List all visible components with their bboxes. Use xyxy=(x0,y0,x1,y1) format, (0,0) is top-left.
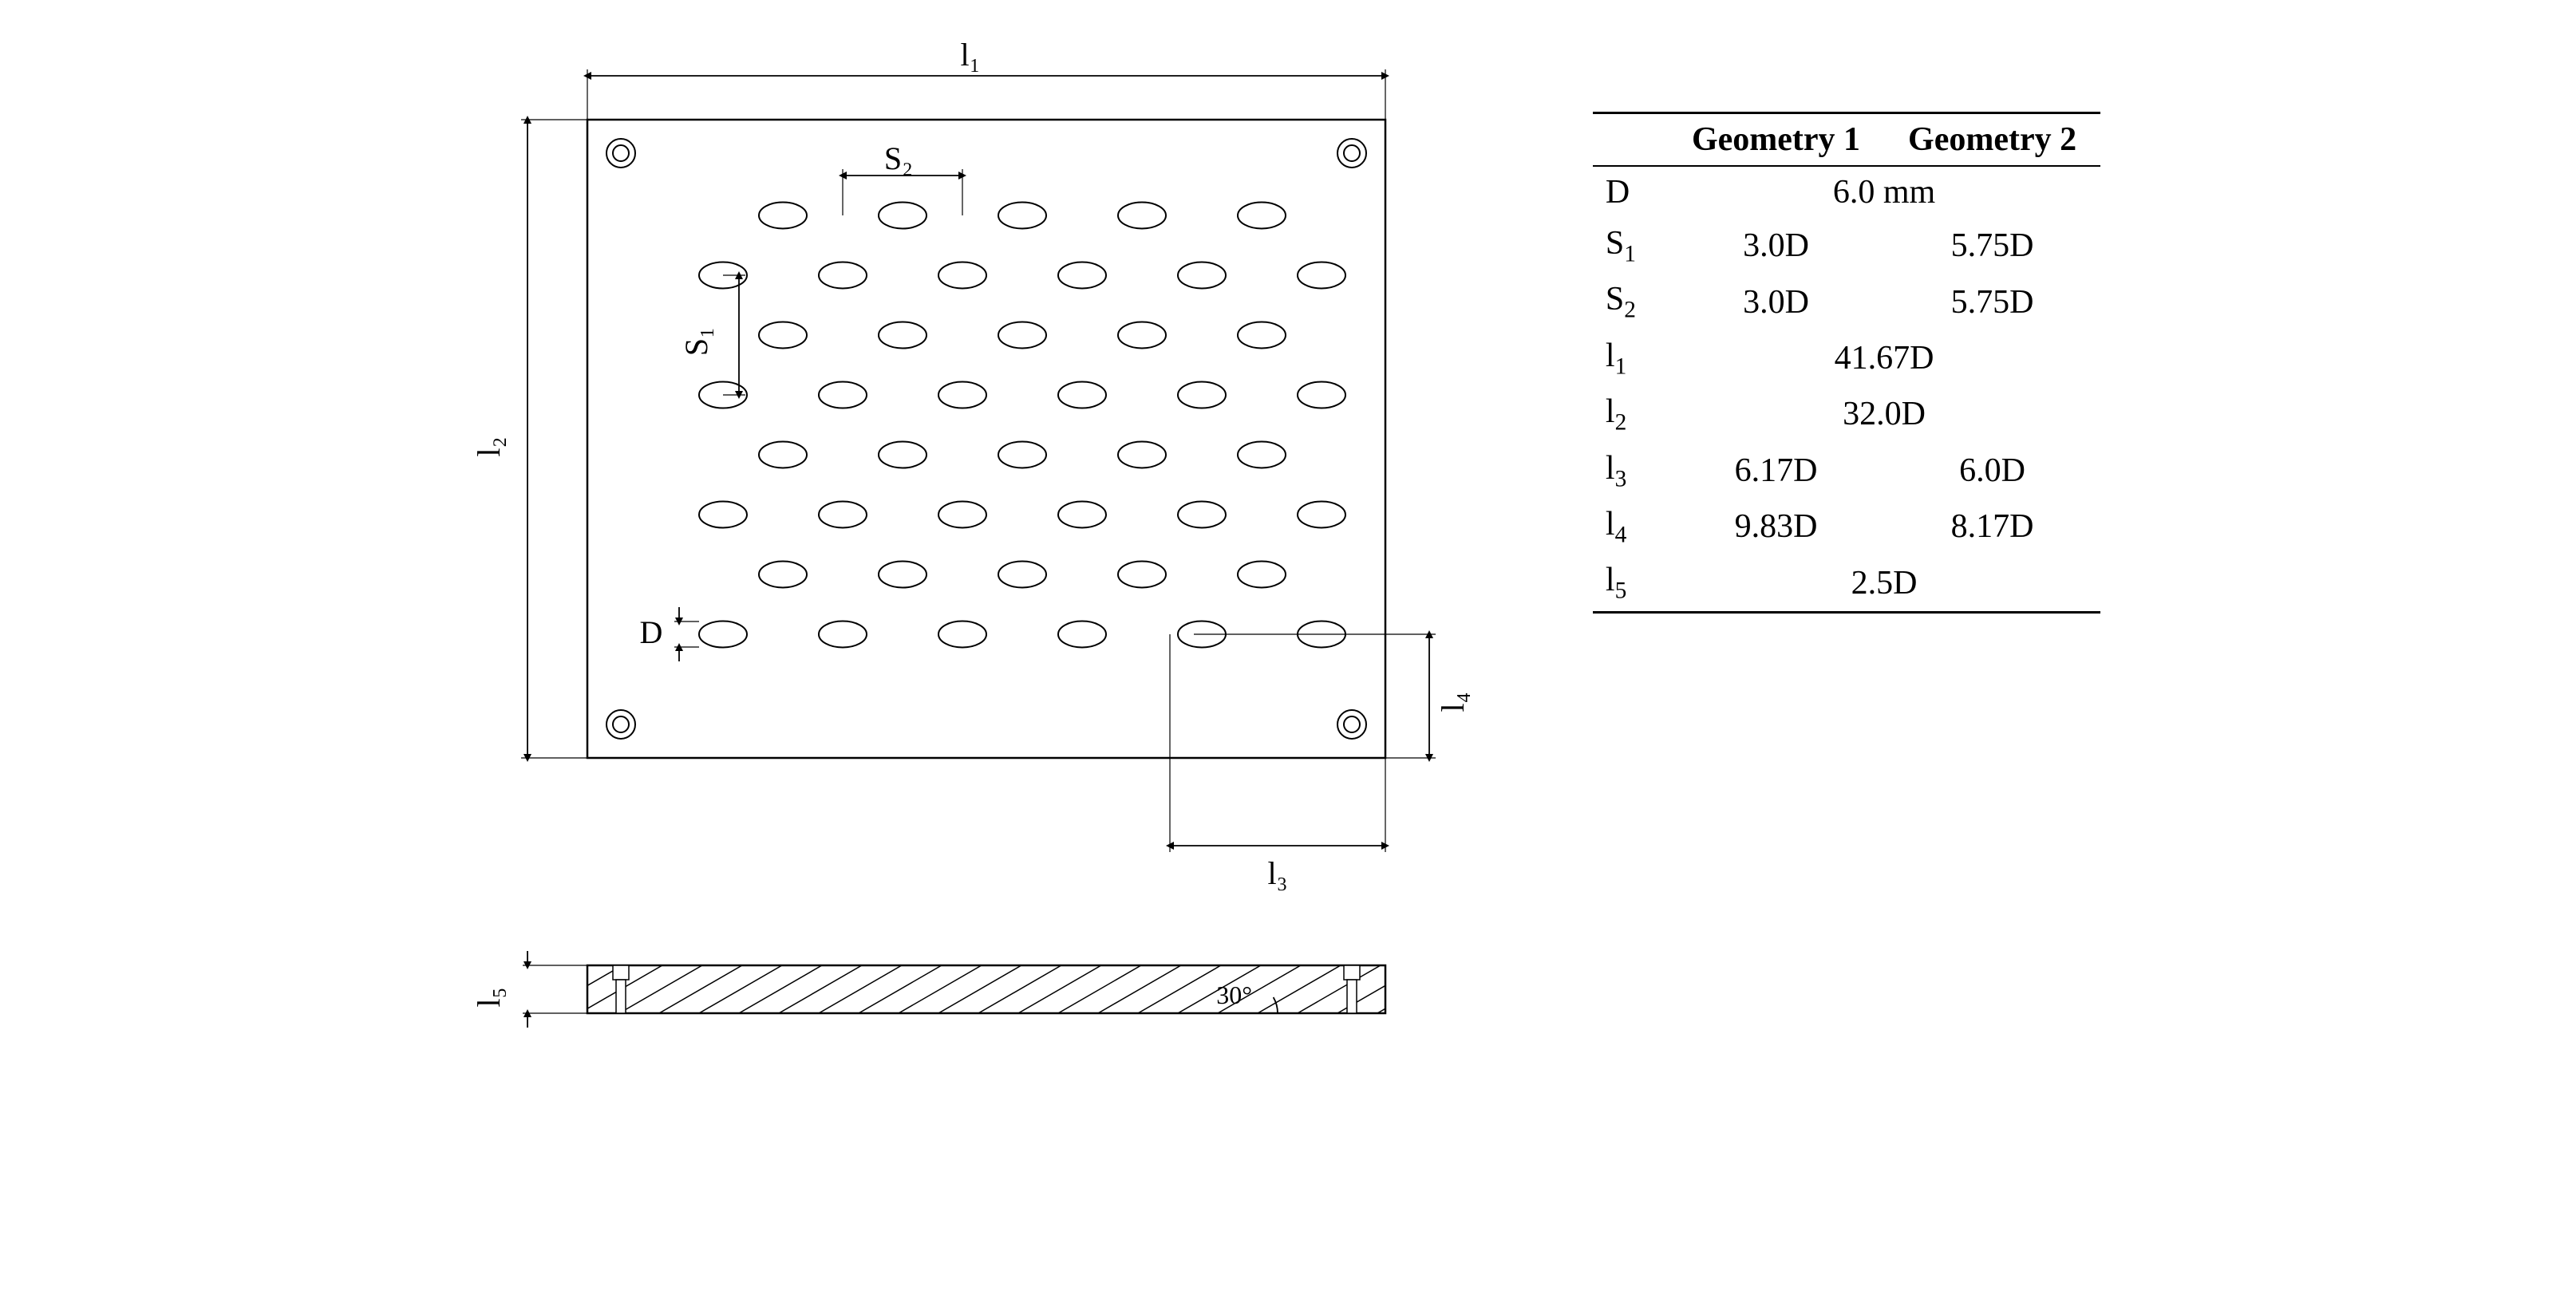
value-cell: 3.0D xyxy=(1668,274,1884,329)
table-header: Geometry 1 xyxy=(1668,113,1884,167)
svg-text:S₂: S₂ xyxy=(884,140,913,176)
value-cell: 3.0D xyxy=(1668,218,1884,274)
table-header: Geometry 2 xyxy=(1884,113,2100,167)
value-cell: 6.0 mm xyxy=(1668,166,2100,218)
table-row: S23.0D5.75D xyxy=(1593,274,2100,329)
value-cell: 6.17D xyxy=(1668,443,1884,499)
value-cell: 9.83D xyxy=(1668,499,1884,554)
value-cell: 8.17D xyxy=(1884,499,2100,554)
value-cell: 32.0D xyxy=(1668,386,2100,442)
table-row: l36.17D6.0D xyxy=(1593,443,2100,499)
svg-text:l₃: l₃ xyxy=(1267,855,1287,891)
param-cell: l3 xyxy=(1593,443,1668,499)
svg-text:30°: 30° xyxy=(1216,981,1252,1009)
param-cell: l2 xyxy=(1593,386,1668,442)
table-row: l52.5D xyxy=(1593,554,2100,612)
svg-text:l₄: l₄ xyxy=(1435,692,1471,712)
value-cell: 6.0D xyxy=(1884,443,2100,499)
param-cell: l1 xyxy=(1593,330,1668,386)
table-row: l141.67D xyxy=(1593,330,2100,386)
geometry-table-container: Geometry 1Geometry 2D6.0 mmS13.0D5.75DS2… xyxy=(1593,112,2100,614)
table-row: l49.83D8.17D xyxy=(1593,499,2100,554)
engineering-diagram: l₁ l₂ l₃ l₄ S₂ S₁ D 30° l₅ xyxy=(476,32,1497,1037)
param-cell: l4 xyxy=(1593,499,1668,554)
param-cell: D xyxy=(1593,166,1668,218)
svg-text:l₁: l₁ xyxy=(960,37,980,73)
geometry-table: Geometry 1Geometry 2D6.0 mmS13.0D5.75DS2… xyxy=(1593,112,2100,614)
table-row: S13.0D5.75D xyxy=(1593,218,2100,274)
param-cell: S2 xyxy=(1593,274,1668,329)
value-cell: 5.75D xyxy=(1884,218,2100,274)
svg-text:D: D xyxy=(639,614,662,650)
svg-text:l₂: l₂ xyxy=(476,436,507,456)
plate-svg: l₁ l₂ l₃ l₄ S₂ S₁ D 30° l₅ xyxy=(476,32,1497,1037)
table-header xyxy=(1593,113,1668,167)
value-cell: 41.67D xyxy=(1668,330,2100,386)
param-cell: S1 xyxy=(1593,218,1668,274)
value-cell: 2.5D xyxy=(1668,554,2100,612)
value-cell: 5.75D xyxy=(1884,274,2100,329)
table-row: D6.0 mm xyxy=(1593,166,2100,218)
svg-text:l₅: l₅ xyxy=(476,987,507,1007)
param-cell: l5 xyxy=(1593,554,1668,612)
svg-text:S₁: S₁ xyxy=(678,327,714,356)
table-row: l232.0D xyxy=(1593,386,2100,442)
